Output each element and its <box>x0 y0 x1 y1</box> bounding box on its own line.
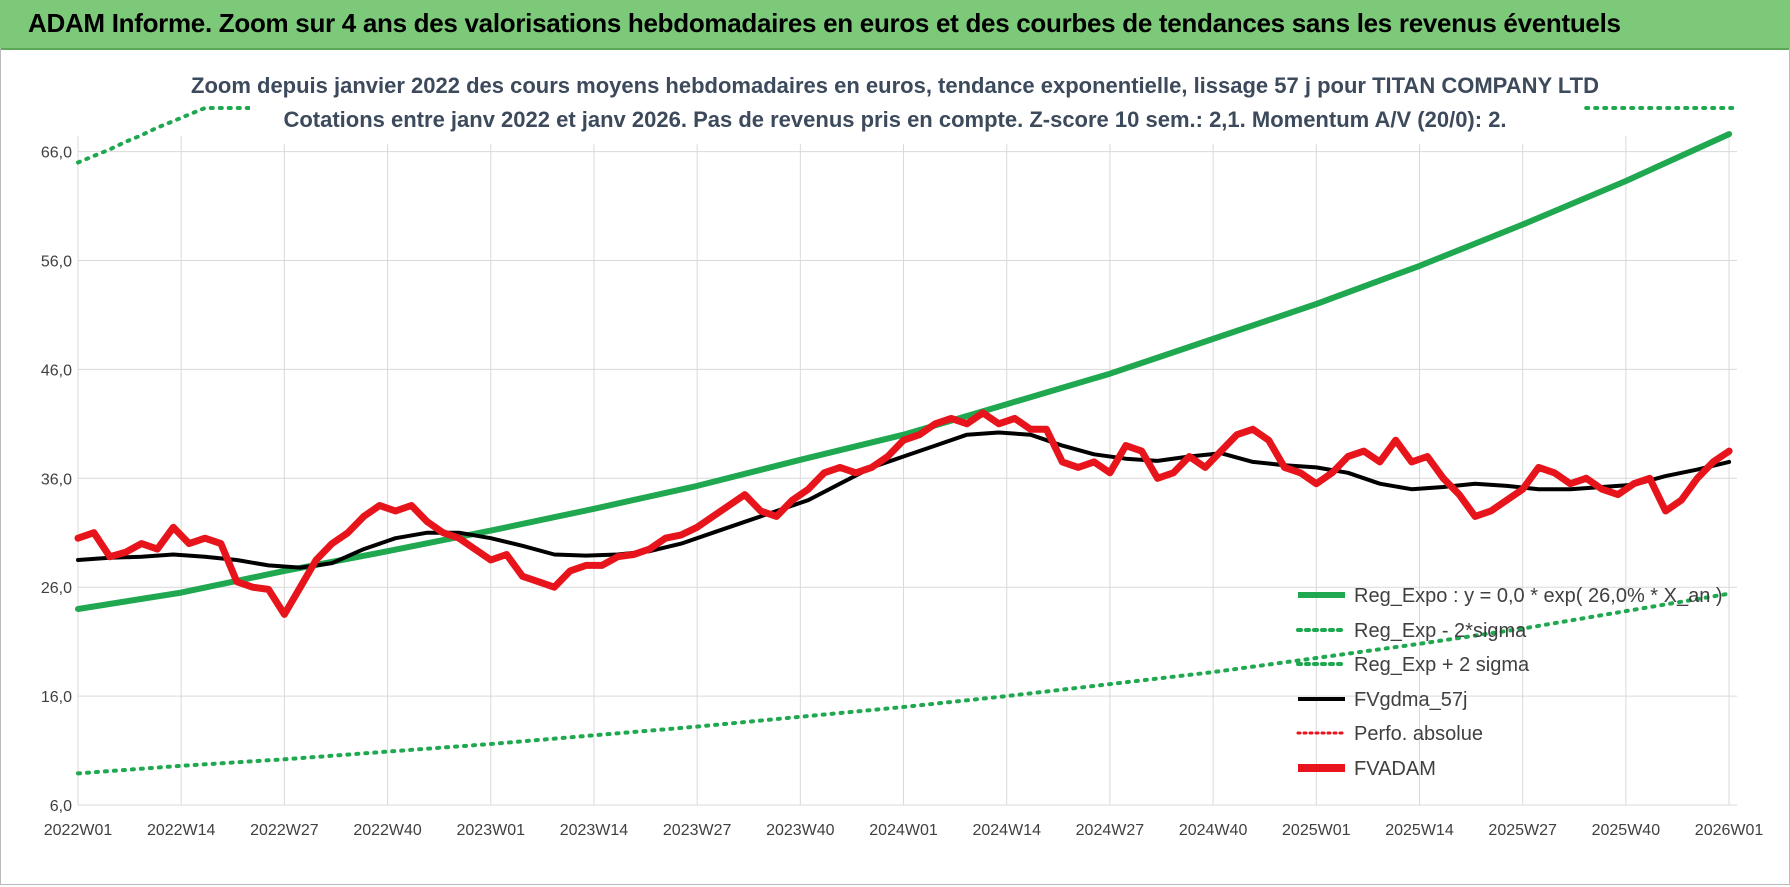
x-tick-label: 2023W40 <box>766 822 835 839</box>
y-tick-label: 66,0 <box>41 145 72 162</box>
x-tick-label: 2024W40 <box>1179 822 1248 839</box>
x-axis-ticks: 2022W01 2022W14 2022W27 2022W40 2023W01 2023W… <box>44 822 1764 839</box>
x-tick-label: 2022W01 <box>44 822 113 839</box>
y-tick-label: 46,0 <box>41 362 72 379</box>
x-tick-label: 2024W27 <box>1076 822 1145 839</box>
y-tick-label: 6,0 <box>50 798 72 815</box>
x-tick-label: 2025W14 <box>1385 822 1454 839</box>
x-tick-label: 2023W14 <box>560 822 629 839</box>
chart-grid <box>77 136 1737 806</box>
legend-label-fvgdma: FVgdma_57j <box>1354 689 1467 711</box>
y-tick-label: 16,0 <box>41 689 72 706</box>
chart-subtitle: Cotations entre janv 2022 et janv 2026. … <box>283 107 1506 132</box>
y-tick-label: 56,0 <box>41 253 72 270</box>
subtitle-background <box>250 64 1540 144</box>
chart-title: Zoom depuis janvier 2022 des cours moyen… <box>191 73 1599 98</box>
x-tick-label: 2025W01 <box>1282 822 1351 839</box>
y-tick-label: 36,0 <box>41 471 72 488</box>
x-tick-label: 2022W27 <box>250 822 319 839</box>
page-title: ADAM Informe. Zoom sur 4 ans des valoris… <box>28 8 1621 38</box>
chart-legend: Reg_Expo : y = 0,0 * exp( 26,0% * X_an )… <box>1296 585 1723 780</box>
series-reg-exp-2-sigma-segment-0 <box>76 106 271 165</box>
x-tick-label: 2025W27 <box>1488 822 1557 839</box>
legend-label-perfo: Perfo. absolue <box>1354 723 1483 745</box>
series-layer <box>74 106 1739 776</box>
series-reg-exp-2-sigma <box>76 591 1732 776</box>
x-tick-label: 2023W01 <box>457 822 526 839</box>
x-tick-label: 2022W14 <box>147 822 216 839</box>
series-fvadam <box>74 409 1733 618</box>
y-axis-ticks: 66,0 56,0 46,0 36,0 26,0 16,0 6,0 <box>41 145 72 815</box>
legend-label-reg-expo: Reg_Expo : y = 0,0 * exp( 26,0% * X_an ) <box>1354 585 1723 607</box>
x-tick-label: 2025W40 <box>1592 822 1661 839</box>
legend-label-reg-exp-minus: Reg_Exp - 2*sigma <box>1354 620 1527 642</box>
y-tick-label: 26,0 <box>41 580 72 597</box>
x-tick-label: 2023W27 <box>663 822 732 839</box>
x-tick-label: 2022W40 <box>353 822 422 839</box>
header-bar: ADAM Informe. Zoom sur 4 ans des valoris… <box>0 0 1790 50</box>
x-tick-label: 2026W01 <box>1695 822 1764 839</box>
x-tick-label: 2024W14 <box>972 822 1041 839</box>
x-tick-label: 2024W01 <box>869 822 938 839</box>
legend-label-reg-exp-plus: Reg_Exp + 2 sigma <box>1354 654 1530 676</box>
legend-label-fvadam: FVADAM <box>1354 758 1436 780</box>
series-reg-expo <box>75 131 1733 612</box>
